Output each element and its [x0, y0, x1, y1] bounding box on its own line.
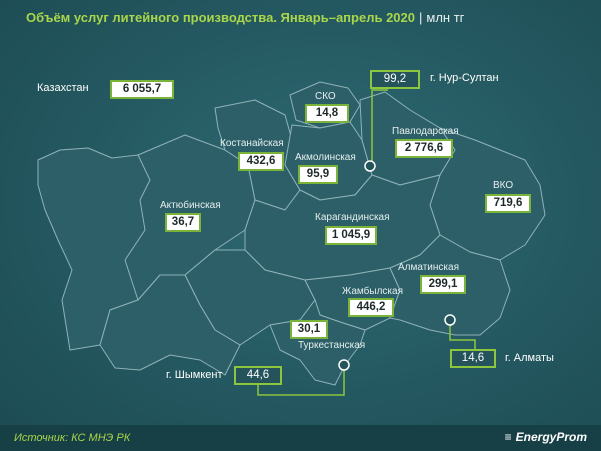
brand-name: EnergyProm	[515, 430, 587, 444]
region-label-aktobe: Актюбинская	[160, 200, 221, 211]
region-label-pavlodar: Павлодарская	[392, 126, 459, 137]
region-value-turkestan: 30,1	[290, 320, 328, 339]
region-value-almaty-region: 299,1	[420, 275, 466, 294]
title-text: Объём услуг литейного производства. Янва…	[26, 10, 415, 25]
region-value-aktobe: 36,7	[165, 213, 201, 232]
city-label-nursultan: г. Нур-Султан	[430, 72, 499, 84]
total-value-box: 6 055,7	[110, 80, 174, 99]
region-label-turkestan: Туркестанская	[298, 340, 366, 351]
region-value-pavlodar: 2 776,6	[395, 139, 453, 158]
leader-line-almaty	[449, 320, 476, 350]
shymkent-marker	[338, 359, 350, 371]
city-label-almaty: г. Алматы	[505, 352, 554, 364]
unit-label: млн тг	[426, 10, 465, 25]
region-value-vko: 719,6	[485, 194, 531, 213]
region-mangystau-shape	[99, 274, 241, 376]
region-label-almaty-region: Алматинская	[398, 262, 459, 273]
city-value-nursultan: 99,2	[370, 70, 420, 89]
region-value-sko: 14,8	[305, 104, 349, 123]
region-label-vko: ВКО	[493, 180, 514, 191]
city-label-shymkent: г. Шымкент	[166, 369, 223, 381]
region-label-akmola: Акмолинская	[295, 152, 356, 163]
title-separator: |	[418, 10, 423, 25]
total-label: Казахстан	[37, 82, 89, 94]
almaty-marker	[444, 314, 456, 326]
chart-title: Объём услуг литейного производства. Янва…	[26, 10, 464, 25]
region-value-kostanay: 432,6	[238, 152, 284, 171]
region-value-zhambyl: 446,2	[348, 298, 394, 317]
source-text: Источник: КС МНЭ РК	[14, 432, 131, 444]
city-value-almaty: 14,6	[450, 349, 496, 368]
region-value-karaganda: 1 045,9	[325, 226, 377, 245]
footer-bar	[0, 425, 601, 451]
energyprom-logo-icon: ≡	[504, 430, 512, 444]
nursultan-marker	[364, 160, 376, 172]
region-label-kostanay: Костанайская	[220, 138, 284, 149]
leader-line-nursultan	[371, 89, 388, 168]
city-value-shymkent: 44,6	[234, 366, 282, 385]
region-label-karaganda: Карагандинская	[315, 212, 390, 223]
region-label-sko: СКО	[315, 91, 336, 102]
region-label-zhambyl: Жамбылская	[342, 286, 403, 297]
brand-logo: ≡ EnergyProm	[505, 430, 587, 444]
region-value-akmola: 95,9	[298, 165, 338, 184]
